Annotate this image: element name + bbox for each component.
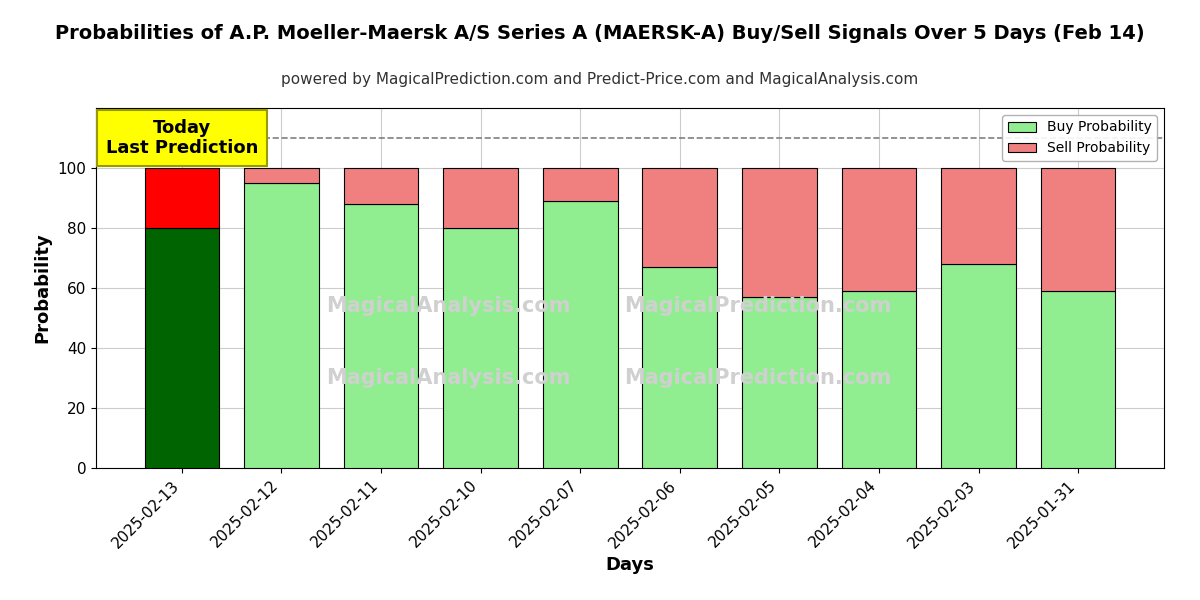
Bar: [244, 168, 319, 183]
Text: Today
Last Prediction: Today Last Prediction: [106, 119, 258, 157]
Bar: [343, 204, 419, 468]
Bar: [642, 267, 718, 468]
Bar: [642, 168, 718, 267]
Bar: [443, 168, 518, 228]
Text: MagicalAnalysis.com: MagicalAnalysis.com: [326, 368, 571, 388]
Bar: [1040, 291, 1116, 468]
Text: MagicalPrediction.com: MagicalPrediction.com: [624, 296, 892, 316]
Text: powered by MagicalPrediction.com and Predict-Price.com and MagicalAnalysis.com: powered by MagicalPrediction.com and Pre…: [281, 72, 919, 87]
Legend: Buy Probability, Sell Probability: Buy Probability, Sell Probability: [1002, 115, 1157, 161]
Text: MagicalPrediction.com: MagicalPrediction.com: [624, 368, 892, 388]
Bar: [343, 168, 419, 204]
Bar: [941, 168, 1016, 264]
Bar: [742, 297, 817, 468]
X-axis label: Days: Days: [606, 556, 654, 574]
Text: Probabilities of A.P. Moeller-Maersk A/S Series A (MAERSK-A) Buy/Sell Signals Ov: Probabilities of A.P. Moeller-Maersk A/S…: [55, 24, 1145, 43]
Bar: [841, 168, 917, 291]
Bar: [841, 291, 917, 468]
Y-axis label: Probability: Probability: [34, 233, 52, 343]
Bar: [542, 201, 618, 468]
Bar: [1040, 168, 1116, 291]
Bar: [443, 228, 518, 468]
Bar: [941, 264, 1016, 468]
Bar: [244, 183, 319, 468]
Bar: [742, 168, 817, 297]
Text: MagicalAnalysis.com: MagicalAnalysis.com: [326, 296, 571, 316]
Bar: [144, 228, 220, 468]
Bar: [144, 168, 220, 228]
Bar: [542, 168, 618, 201]
